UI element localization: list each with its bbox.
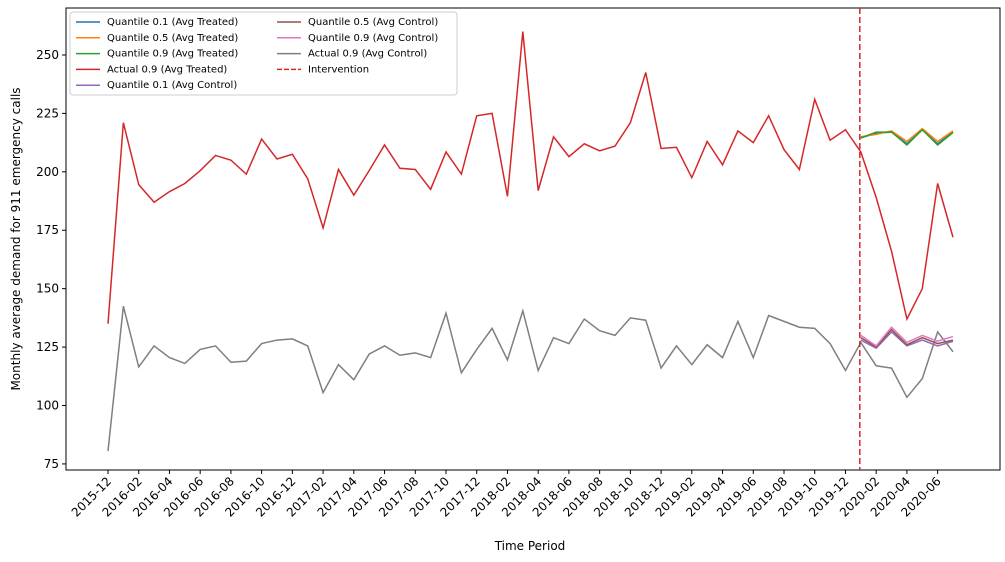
series-line	[860, 330, 954, 350]
legend-label: Quantile 0.5 (Avg Control)	[308, 17, 438, 28]
legend-label: Quantile 0.1 (Avg Treated)	[107, 17, 238, 28]
y-tick-label: 125	[36, 340, 59, 354]
legend-box	[69, 11, 458, 96]
series-line	[860, 328, 954, 349]
legend-label: Quantile 0.1 (Avg Control)	[107, 80, 237, 91]
y-tick-label: 100	[36, 399, 59, 413]
series-line	[860, 127, 954, 143]
legend-label: Quantile 0.5 (Avg Treated)	[107, 33, 238, 44]
legend-label: Actual 0.9 (Avg Control)	[308, 49, 427, 60]
x-axis-label: Time Period	[494, 539, 566, 553]
legend-label: Quantile 0.9 (Avg Control)	[308, 33, 438, 44]
y-tick-label: 225	[36, 106, 59, 120]
legend-label: Actual 0.9 (Avg Treated)	[107, 64, 227, 75]
legend-label: Quantile 0.9 (Avg Treated)	[107, 49, 238, 60]
y-tick-label: 175	[36, 223, 59, 237]
series-line	[860, 128, 954, 145]
series-line	[107, 31, 954, 324]
y-tick-label: 250	[36, 48, 59, 62]
series-line	[107, 306, 954, 452]
y-axis-label: Monthly average demand for 911 emergency…	[9, 87, 23, 390]
y-tick-label: 200	[36, 165, 59, 179]
series-line	[860, 326, 954, 347]
y-tick-label: 75	[44, 457, 59, 471]
series-line	[860, 128, 954, 146]
plot-frame	[65, 7, 1001, 471]
y-tick-label: 150	[36, 282, 59, 296]
legend-label: Intervention	[308, 64, 369, 75]
